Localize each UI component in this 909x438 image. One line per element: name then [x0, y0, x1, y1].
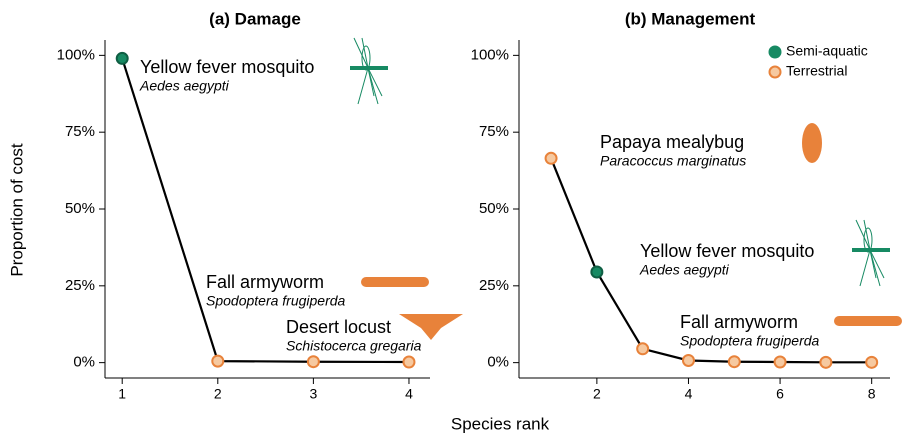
- point: [865, 355, 879, 369]
- x-tick-label: 2: [593, 386, 601, 402]
- point: [402, 355, 416, 369]
- chart-title: (a) Damage: [209, 9, 301, 28]
- annotation-species: Spodoptera frugiperda: [206, 293, 346, 309]
- icon: [361, 45, 371, 71]
- x-tick-label: 2: [214, 386, 222, 402]
- point: [636, 342, 650, 356]
- icon: [357, 67, 369, 105]
- annotation: Fall armyworm: [680, 312, 798, 332]
- icon: [855, 219, 871, 251]
- legend-marker: [768, 45, 782, 59]
- point: [544, 151, 558, 165]
- chart-title: (b) Management: [625, 9, 756, 28]
- icon: [361, 277, 429, 287]
- y-tick-label: 50%: [65, 200, 95, 217]
- y-tick-label: 100%: [57, 46, 95, 63]
- point: [819, 355, 833, 369]
- point: [590, 265, 604, 279]
- y-tick-label: 50%: [479, 200, 509, 217]
- y-tick-label: 75%: [479, 123, 509, 140]
- legend-label: Semi-aquatic: [786, 43, 868, 59]
- annotation: Desert locust: [286, 317, 391, 337]
- point: [727, 355, 741, 369]
- x-axis-label: Species rank: [451, 414, 550, 433]
- icon: [863, 227, 873, 253]
- annotation: Fall armyworm: [206, 272, 324, 292]
- y-tick-label: 25%: [65, 277, 95, 294]
- x-tick-label: 3: [309, 386, 317, 402]
- annotation-species: Aedes aegypti: [639, 262, 730, 278]
- icon: [802, 123, 822, 163]
- icon: [863, 219, 871, 251]
- x-tick-label: 1: [118, 386, 126, 402]
- annotation-species: Schistocerca gregaria: [286, 338, 422, 354]
- point: [306, 355, 320, 369]
- icon: [859, 249, 871, 287]
- icon: [367, 67, 379, 105]
- line: [121, 58, 409, 364]
- annotation: Papaya mealybug: [600, 132, 744, 152]
- line: [550, 157, 872, 364]
- icon: [399, 314, 463, 340]
- annotation-species: Spodoptera frugiperda: [680, 333, 820, 349]
- annotation: Yellow fever mosquito: [640, 241, 814, 261]
- icon: [367, 67, 383, 97]
- point: [115, 51, 129, 65]
- y-tick-label: 75%: [65, 123, 95, 140]
- icon: [869, 249, 881, 287]
- x-tick-label: 4: [405, 386, 413, 402]
- x-tick-label: 4: [685, 386, 693, 402]
- icon: [834, 316, 902, 326]
- annotation: Yellow fever mosquito: [140, 57, 314, 77]
- y-tick-label: 100%: [471, 46, 509, 63]
- annotation-species: Aedes aegypti: [139, 78, 230, 94]
- icon: [869, 249, 885, 279]
- x-tick-label: 8: [868, 386, 876, 402]
- point: [773, 355, 787, 369]
- x-tick-label: 6: [776, 386, 784, 402]
- icon: [353, 37, 369, 69]
- point: [681, 353, 695, 367]
- y-tick-label: 0%: [487, 354, 509, 371]
- legend-marker: [768, 65, 782, 79]
- legend-label: Terrestrial: [786, 63, 847, 79]
- annotation-species: Paracoccus marginatus: [600, 153, 746, 169]
- icon: [361, 37, 369, 69]
- y-tick-label: 25%: [479, 277, 509, 294]
- y-tick-label: 0%: [73, 354, 95, 371]
- point: [211, 354, 225, 368]
- y-axis-label: Proportion of cost: [7, 143, 26, 277]
